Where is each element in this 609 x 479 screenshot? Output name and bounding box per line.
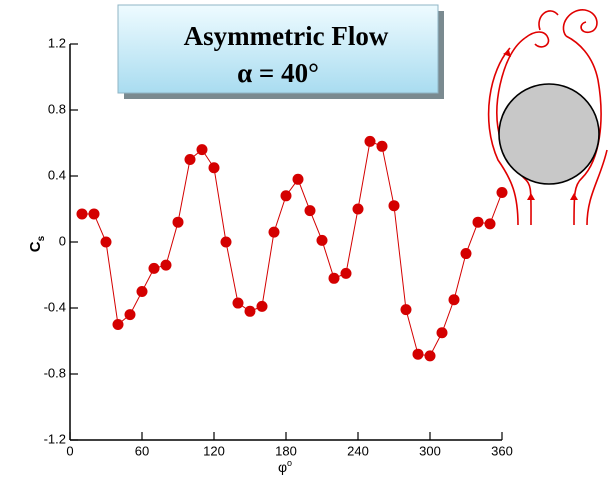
x-tick-label: 180	[275, 443, 297, 458]
data-point	[88, 208, 100, 220]
data-point	[160, 259, 172, 271]
data-point	[220, 236, 232, 248]
data-point	[280, 190, 292, 202]
x-axis-label-sup: o	[287, 458, 292, 468]
series-line	[82, 140, 503, 357]
y-tick-label: 1.2	[48, 35, 66, 50]
data-point	[256, 300, 268, 312]
x-tick-label: 120	[203, 443, 225, 458]
data-point	[208, 162, 220, 174]
data-point	[400, 304, 412, 316]
data-point	[436, 327, 448, 339]
data-point	[352, 203, 364, 215]
y-tick-label: 0	[59, 233, 66, 248]
y-axis-label-sub: s	[36, 235, 47, 241]
data-point	[172, 216, 184, 228]
data-point	[424, 350, 436, 362]
data-point	[100, 236, 112, 248]
data-point	[364, 135, 376, 147]
data-point	[184, 154, 196, 165]
data-point	[196, 144, 208, 156]
x-tick-label: 60	[135, 443, 149, 458]
data-point	[292, 173, 304, 185]
data-point	[496, 187, 508, 198]
y-tick-label: -0.8	[44, 365, 66, 380]
flow-diagram	[487, 9, 608, 226]
annotation: Asymmetric Flow	[184, 21, 389, 51]
data-point	[340, 267, 352, 279]
x-axis-label: φo	[278, 458, 292, 475]
data-point	[484, 218, 496, 230]
data-point	[328, 272, 340, 284]
y-axis-label-main: C	[27, 241, 44, 252]
y-tick-label: -1.2	[44, 431, 66, 446]
data-point	[148, 262, 160, 274]
data-point	[460, 248, 472, 260]
data-point	[388, 200, 400, 212]
data-point	[112, 319, 124, 330]
data-point	[268, 226, 280, 238]
data-point	[376, 140, 388, 152]
data-point	[124, 309, 136, 321]
data-point	[304, 205, 316, 217]
y-tick-label: -0.4	[44, 299, 66, 314]
x-tick-label: 360	[491, 443, 513, 458]
data-point	[412, 348, 424, 360]
data-point	[76, 208, 88, 220]
x-axis-label-main: φ	[278, 459, 287, 475]
x-tick-label: 300	[419, 443, 441, 458]
data-point	[448, 294, 460, 306]
data-point	[232, 297, 244, 309]
y-tick-label: 0.8	[48, 101, 66, 116]
x-tick-label: 240	[347, 443, 369, 458]
annotation-box	[117, 4, 439, 94]
data-point	[316, 234, 328, 246]
y-axis-label: Cs	[27, 235, 47, 252]
data-point	[136, 286, 148, 297]
y-tick-label: 0.4	[48, 167, 66, 182]
data-point	[472, 216, 484, 228]
annotation: α = 40°	[237, 58, 319, 88]
data-point	[244, 305, 256, 317]
x-tick-label: 0	[66, 443, 73, 458]
